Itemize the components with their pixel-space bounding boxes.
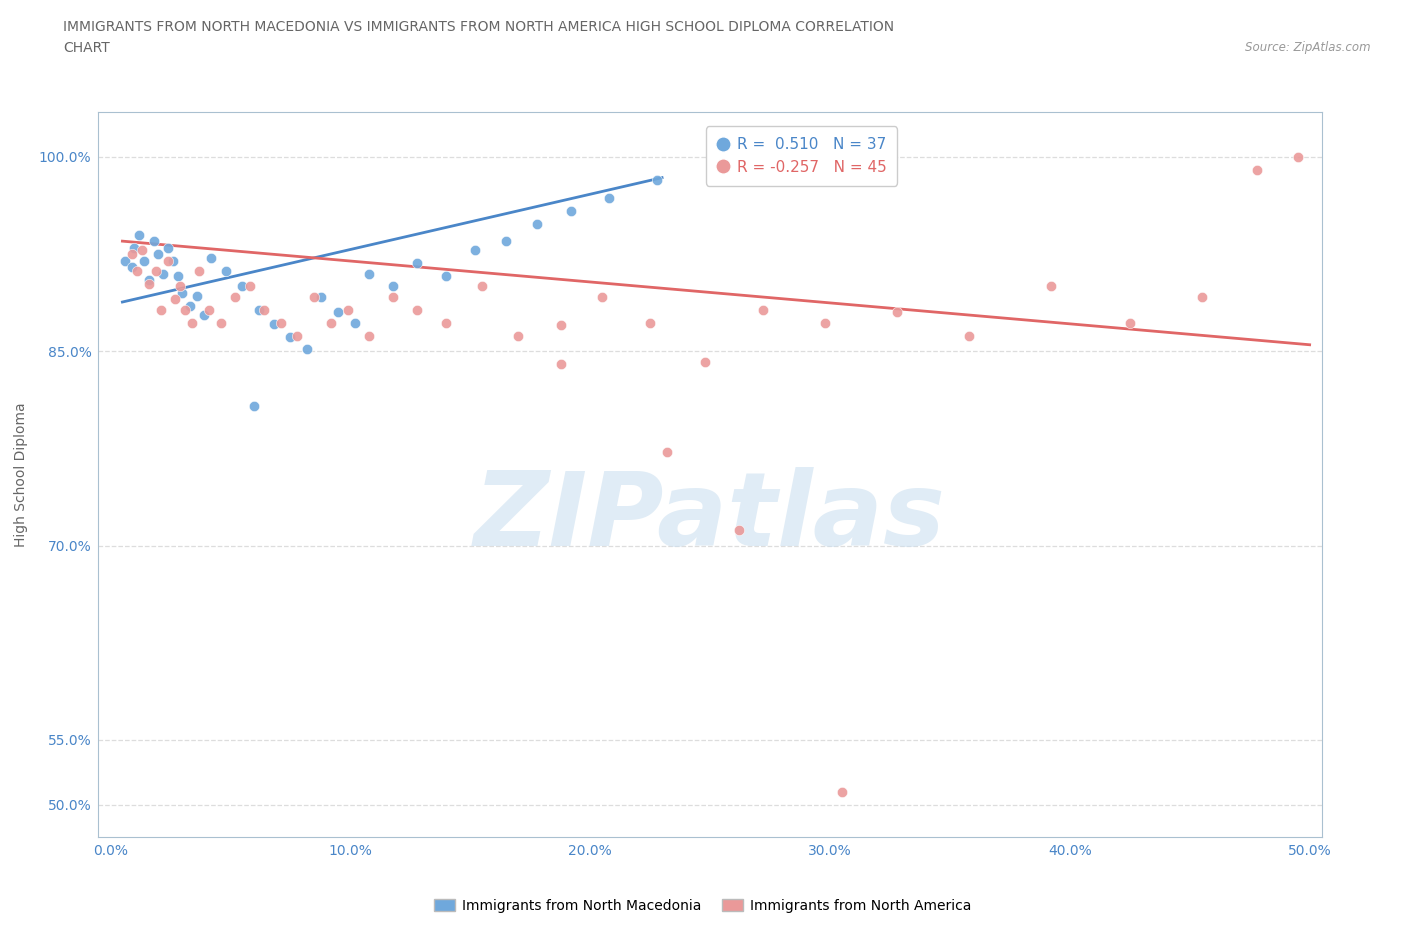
Point [169,279,191,294]
Point [214,263,236,278]
Point [149,302,172,317]
Point [831,784,853,799]
Point [193,308,215,323]
Point [124,240,146,255]
Point [598,191,620,206]
Point [311,289,333,304]
Point [138,276,160,291]
Point [172,286,194,300]
Point [495,233,517,248]
Legend: R =  0.510   N = 37, R = -0.257   N = 45: R = 0.510 N = 37, R = -0.257 N = 45 [706,126,897,185]
Point [560,204,582,219]
Point [591,289,613,304]
Point [186,288,208,303]
Point [406,302,429,317]
Point [253,302,276,317]
Point [304,289,326,304]
Point [336,302,359,317]
Point [727,523,749,538]
Point [645,173,668,188]
Point [1246,163,1268,178]
Point [128,227,150,242]
Point [156,253,179,268]
Text: CHART: CHART [63,41,110,55]
Point [165,292,187,307]
Point [162,253,184,268]
Point [148,246,170,261]
Point [278,329,301,344]
Point [886,305,908,320]
Point [166,269,188,284]
Point [145,263,167,278]
Point [1039,279,1062,294]
Point [957,328,980,343]
Point [287,328,309,343]
Point [550,357,572,372]
Point [114,253,136,268]
Point [197,302,219,317]
Point [434,269,457,284]
Point [238,279,260,294]
Point [200,250,222,265]
Point [406,256,429,271]
Point [382,289,405,304]
Point [156,240,179,255]
Point [131,243,153,258]
Y-axis label: High School Diploma: High School Diploma [14,402,28,547]
Point [142,233,165,248]
Point [1119,315,1142,330]
Point [179,299,201,313]
Point [247,302,270,317]
Point [132,253,155,268]
Point [152,266,174,281]
Point [121,246,143,261]
Text: IMMIGRANTS FROM NORTH MACEDONIA VS IMMIGRANTS FROM NORTH AMERICA HIGH SCHOOL DIP: IMMIGRANTS FROM NORTH MACEDONIA VS IMMIG… [63,20,894,34]
Legend: Immigrants from North Macedonia, Immigrants from North America: Immigrants from North Macedonia, Immigra… [429,894,977,919]
Point [695,354,717,369]
Point [638,315,661,330]
Point [1286,150,1309,165]
Point [1191,289,1213,304]
Point [209,315,232,330]
Point [295,341,318,356]
Point [508,328,530,343]
Point [814,315,837,330]
Point [243,398,266,413]
Point [464,243,486,258]
Point [359,328,381,343]
Point [181,315,204,330]
Point [173,302,195,317]
Point [121,259,143,274]
Point [359,266,381,281]
Point [471,279,494,294]
Point [655,445,678,459]
Point [138,272,160,287]
Point [270,315,292,330]
Point [328,305,350,320]
Point [550,318,572,333]
Text: Source: ZipAtlas.com: Source: ZipAtlas.com [1246,41,1371,54]
Point [382,279,405,294]
Point [319,315,342,330]
Point [231,279,253,294]
Point [224,289,246,304]
Text: ZIPatlas: ZIPatlas [474,467,946,568]
Point [434,315,457,330]
Point [752,302,775,317]
Point [526,217,548,232]
Point [263,316,285,331]
Point [125,263,148,278]
Point [188,263,211,278]
Point [344,315,367,330]
